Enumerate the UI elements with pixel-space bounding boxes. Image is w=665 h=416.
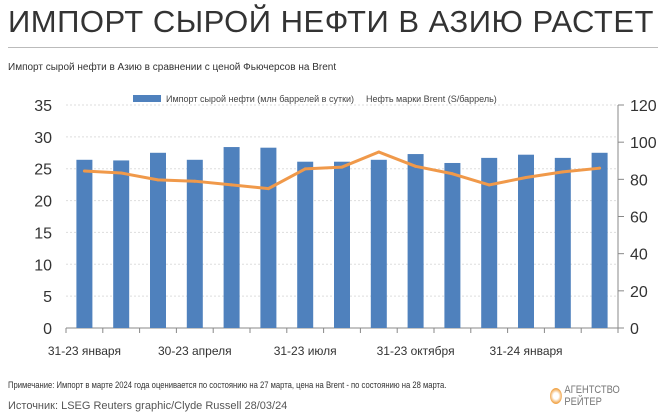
brent-point	[598, 166, 602, 170]
page-title: ИМПОРТ СЫРОЙ НЕФТИ В АЗИЮ РАСТЕТ	[8, 4, 654, 39]
bar	[407, 154, 424, 328]
bar	[554, 157, 571, 328]
bar	[113, 160, 130, 328]
footnote: Примечание: Импорт в марте 2024 года оце…	[8, 380, 447, 390]
legend-swatch-bars	[133, 95, 161, 102]
x-tick-label: 31-23 июля	[274, 344, 337, 358]
bar	[334, 161, 350, 328]
y-left-tick-label: 35	[34, 98, 52, 115]
brent-point	[156, 178, 160, 182]
reuters-logo: АГЕНТСТВО РЕЙТЕР	[550, 384, 648, 408]
bar	[297, 161, 314, 328]
y-left-tick-label: 15	[34, 225, 52, 242]
brent-point	[340, 165, 344, 169]
brent-point	[487, 183, 491, 187]
brent-point	[82, 169, 86, 173]
x-tick-label: 31-23 октября	[377, 344, 455, 358]
bar	[223, 147, 240, 328]
brent-point	[414, 164, 418, 168]
chart-subtitle: Импорт сырой нефти в Азию в сравнении с …	[8, 62, 337, 73]
bar	[260, 147, 277, 328]
brent-point	[561, 170, 565, 174]
brent-point	[377, 150, 381, 154]
y-right-tick-label: 20	[630, 284, 648, 301]
y-left-tick-label: 20	[34, 194, 52, 211]
brent-point	[193, 179, 197, 183]
legend-label-bars: Импорт сырой нефти (млн баррелей в сутки…	[166, 94, 354, 104]
y-left-tick-label: 5	[43, 289, 52, 306]
brent-point	[303, 167, 307, 171]
y-left-tick-label: 10	[34, 257, 52, 274]
y-left-tick-label: 0	[43, 321, 52, 338]
divider	[8, 47, 658, 48]
legend-label-line: Нефть марки Brent (S/баррель)	[366, 94, 497, 104]
y-right-tick-label: 40	[630, 247, 648, 264]
bar	[76, 159, 93, 328]
logo-text: АГЕНТСТВО РЕЙТЕР	[564, 384, 620, 408]
bar	[186, 159, 203, 328]
y-right-tick-label: 120	[630, 98, 657, 115]
x-tick-label: 30-23 апреля	[158, 344, 232, 358]
y-right-tick-label: 100	[630, 135, 657, 152]
y-left-tick-label: 30	[34, 130, 52, 147]
brent-point	[524, 175, 528, 179]
y-left-tick-label: 25	[34, 162, 52, 179]
x-tick-label: 31-23 января	[48, 344, 121, 358]
bar	[518, 154, 534, 328]
y-right-tick-label: 80	[630, 172, 648, 189]
source: Источник: LSEG Reuters graphic/Clyde Rus…	[8, 400, 288, 412]
bar	[591, 152, 608, 328]
brent-point	[119, 171, 123, 175]
logo-icon	[550, 388, 562, 404]
y-right-tick-label: 60	[630, 210, 648, 227]
bar	[481, 157, 498, 328]
y-right-tick-label: 0	[630, 321, 639, 338]
bar	[370, 159, 387, 328]
brent-point	[450, 172, 454, 176]
chart: 0 5 10 15 20 25 30 35 0 20 40 60 80 100 120 31-23 январ…	[34, 94, 657, 358]
bar	[150, 152, 166, 328]
brent-point	[230, 183, 234, 187]
bar	[444, 162, 461, 328]
brent-point	[266, 187, 270, 191]
x-tick-label: 31-24 января	[489, 344, 562, 358]
